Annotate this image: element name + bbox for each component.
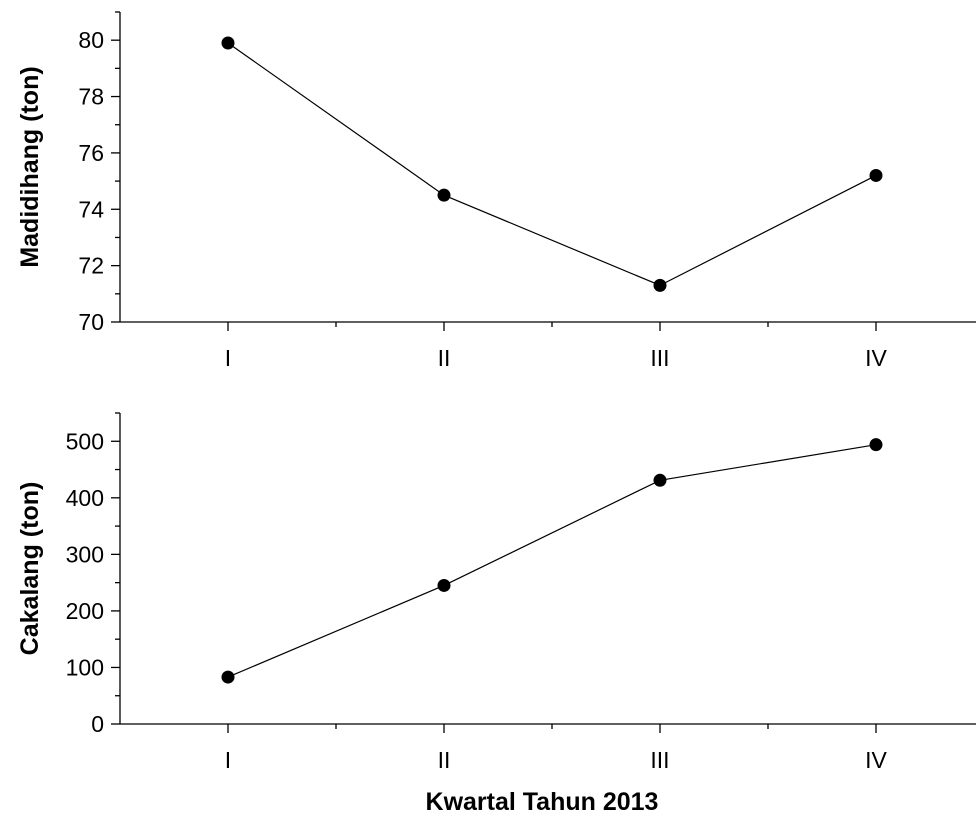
series-line xyxy=(227,42,877,287)
y-tick-label: 78 xyxy=(78,84,104,110)
data-point xyxy=(869,438,883,452)
y-tick-label: 100 xyxy=(66,654,104,680)
y-tick-label: 72 xyxy=(78,253,104,279)
y-tick-label: 400 xyxy=(66,485,104,511)
y-tick-label: 80 xyxy=(78,27,104,53)
data-point xyxy=(653,473,667,487)
x-axis-title: Kwartal Tahun 2013 xyxy=(426,788,659,816)
y-tick-label: 70 xyxy=(78,309,104,335)
data-point xyxy=(221,670,235,684)
x-tick-label: II xyxy=(438,345,451,371)
data-point xyxy=(221,36,235,50)
y-tick-label: 0 xyxy=(91,711,104,737)
y-axis-title: Cakalang (ton) xyxy=(16,482,44,656)
y-axis-title: Madidihang (ton) xyxy=(16,66,44,267)
x-tick-label: III xyxy=(650,345,669,371)
y-tick-label: 300 xyxy=(66,541,104,567)
x-tick-label: I xyxy=(225,747,231,773)
data-point xyxy=(869,168,883,182)
data-point xyxy=(653,278,667,292)
x-tick-label: III xyxy=(650,747,669,773)
x-tick-label: I xyxy=(225,345,231,371)
x-tick-label: IV xyxy=(865,747,887,773)
x-tick-label: II xyxy=(438,747,451,773)
data-point xyxy=(437,188,451,202)
series-line xyxy=(227,444,877,678)
y-tick-label: 76 xyxy=(78,140,104,166)
data-point xyxy=(437,578,451,592)
y-tick-label: 74 xyxy=(78,196,104,222)
y-tick-label: 500 xyxy=(66,428,104,454)
x-tick-label: IV xyxy=(865,345,887,371)
y-tick-label: 200 xyxy=(66,598,104,624)
